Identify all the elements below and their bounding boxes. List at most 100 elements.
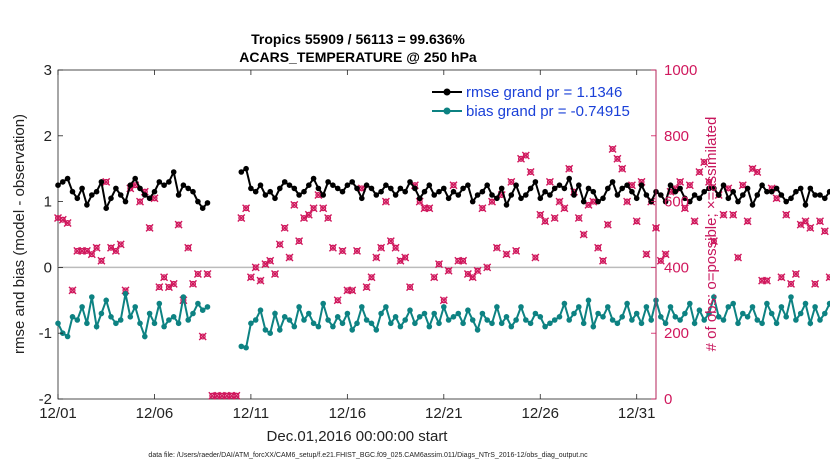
bias-point <box>456 311 462 317</box>
rmse-point <box>798 186 804 192</box>
bias-point <box>436 321 442 327</box>
rmse-point <box>629 189 635 195</box>
bias-point <box>475 327 481 333</box>
bias-point <box>306 311 312 317</box>
bias-point <box>571 311 577 317</box>
y-right-tick-label: 1000 <box>664 62 697 79</box>
bias-point <box>185 317 191 323</box>
rmse-point <box>774 186 780 192</box>
obs-point <box>436 261 443 268</box>
bias-point <box>644 304 650 310</box>
bias-point <box>282 314 288 320</box>
bias-point <box>562 301 568 307</box>
obs-point <box>281 224 288 231</box>
rmse-point <box>412 186 418 192</box>
obs-point <box>720 211 727 218</box>
rmse-point <box>378 189 384 195</box>
bias-point <box>817 317 823 323</box>
rmse-point <box>345 182 351 188</box>
rmse-point <box>137 186 143 192</box>
obs-point <box>643 251 650 258</box>
rmse-point <box>185 186 191 192</box>
obs-point <box>175 221 182 228</box>
legend-rmse-label: rmse grand pr = 1.1346 <box>466 84 622 101</box>
rmse-point <box>658 192 664 198</box>
obs-point <box>392 244 399 251</box>
obs-point <box>778 274 785 281</box>
rmse-point <box>128 182 134 188</box>
rmse-point <box>132 176 138 182</box>
rmse-point <box>70 189 76 195</box>
bias-point <box>639 321 645 327</box>
y-left-tick-label: 1 <box>44 194 52 211</box>
rmse-point <box>349 179 355 185</box>
bias-point <box>726 304 732 310</box>
y-right-tick-label: 800 <box>664 128 689 145</box>
obs-point <box>296 238 303 245</box>
bias-point <box>634 311 640 317</box>
bias-point <box>161 324 167 330</box>
obs-point <box>537 211 544 218</box>
obs-point <box>662 251 669 258</box>
x-tick-label: 12/06 <box>136 405 174 422</box>
bias-point <box>427 324 433 330</box>
obs-point <box>354 247 361 254</box>
obs-point <box>754 169 761 176</box>
obs-point <box>686 182 693 189</box>
obs-point <box>402 254 409 261</box>
bias-point <box>253 317 259 323</box>
rmse-point <box>518 196 524 202</box>
obs-point <box>469 274 476 281</box>
rmse-point <box>330 182 336 188</box>
rmse-point <box>677 186 683 192</box>
obs-point <box>334 297 341 304</box>
bias-point <box>668 304 674 310</box>
rmse-point <box>509 192 515 198</box>
rmse-point <box>779 192 785 198</box>
obs-point <box>532 254 539 261</box>
bias-point <box>296 304 302 310</box>
bias-point <box>600 314 606 320</box>
bias-point <box>292 324 298 330</box>
rmse-point <box>812 192 818 198</box>
rmse-point <box>788 196 794 202</box>
bias-point <box>745 314 751 320</box>
rmse-point <box>566 176 572 182</box>
rmse-point <box>431 192 437 198</box>
rmse-point <box>258 182 264 188</box>
rmse-point <box>721 182 727 188</box>
rmse-point <box>562 186 568 192</box>
bias-point <box>243 345 249 351</box>
y-right-tick-label: 400 <box>664 259 689 276</box>
obs-point <box>812 280 819 287</box>
obs-point <box>291 201 298 208</box>
rmse-point <box>316 186 322 192</box>
bias-point <box>258 307 264 313</box>
rmse-point <box>610 179 616 185</box>
obs-point <box>426 205 433 212</box>
rmse-point <box>436 189 442 195</box>
bias-point <box>513 317 519 323</box>
y-right-tick-label: 200 <box>664 325 689 342</box>
rmse-point <box>769 189 775 195</box>
rmse-point <box>528 186 534 192</box>
obs-point <box>117 241 124 248</box>
rmse-point <box>750 202 756 208</box>
obs-point <box>730 211 737 218</box>
obs-point <box>387 238 394 245</box>
rmse-point <box>571 192 577 198</box>
bias-point <box>730 301 736 307</box>
rmse-point <box>147 196 153 202</box>
bias-point <box>132 304 138 310</box>
rmse-point <box>644 192 650 198</box>
obs-point <box>382 198 389 205</box>
rmse-point <box>547 192 553 198</box>
rmse-point <box>402 189 408 195</box>
bias-point <box>157 301 163 307</box>
obs-point <box>194 271 201 278</box>
rmse-point <box>359 196 365 202</box>
rmse-point <box>55 182 61 188</box>
y-right-tick-label: 0 <box>664 391 672 408</box>
bias-point <box>239 344 245 350</box>
rmse-point <box>325 179 331 185</box>
